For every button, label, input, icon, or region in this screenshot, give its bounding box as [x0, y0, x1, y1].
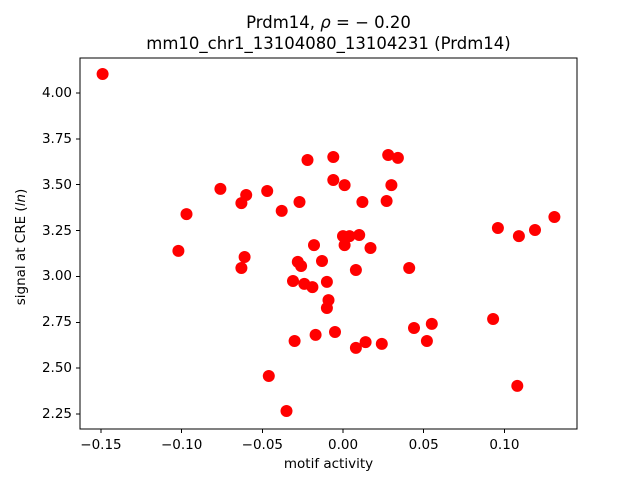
data-point	[238, 251, 251, 263]
data-point	[275, 204, 288, 217]
data-point	[316, 255, 328, 267]
y-tick-label: 2.75	[41, 314, 72, 331]
data-point	[240, 189, 253, 201]
data-point	[293, 196, 306, 208]
data-point	[511, 379, 524, 392]
data-point	[512, 230, 525, 243]
data-point	[327, 174, 340, 186]
data-point	[308, 239, 320, 252]
x-tick-label: −0.15	[80, 437, 122, 453]
y-tick-label: 3.25	[41, 222, 72, 239]
y-tick-label: 3.50	[41, 176, 72, 193]
y-axis-label-suffix: )	[13, 188, 29, 194]
y-axis-label-ln: ln	[13, 193, 29, 207]
data-point	[262, 370, 275, 382]
data-point	[375, 337, 388, 350]
data-point	[214, 182, 227, 195]
data-point	[288, 335, 301, 347]
data-point	[180, 208, 193, 221]
data-point	[420, 335, 433, 347]
data-point	[261, 185, 274, 197]
data-point	[327, 151, 340, 163]
y-tick-label: 3.00	[41, 268, 72, 285]
data-point	[338, 239, 351, 252]
axes-frame	[79, 57, 578, 430]
data-point	[353, 229, 366, 241]
data-point	[306, 281, 319, 294]
data-point	[529, 224, 541, 236]
chart-subtitle: mm10_chr1_13104080_13104231 (Prdm14)	[146, 34, 511, 53]
chart-title-line1: Prdm14, ρ = − 0.20	[80, 12, 577, 33]
data-point	[343, 230, 356, 243]
y-tick-label: 4.00	[41, 85, 72, 102]
y-axis-label-prefix: signal at CRE (	[13, 206, 29, 306]
data-point	[382, 149, 395, 161]
data-point	[320, 302, 333, 314]
y-tick-label: 2.25	[41, 405, 72, 422]
title-correlation-value: = − 0.20	[330, 13, 411, 32]
data-point	[287, 275, 299, 287]
title-prefix: Prdm14,	[246, 13, 321, 32]
data-point	[329, 326, 341, 338]
x-tick-label: −0.05	[241, 437, 284, 453]
data-point	[349, 341, 362, 354]
data-point	[408, 322, 420, 334]
data-point	[338, 179, 351, 192]
data-point	[301, 154, 314, 166]
data-point	[356, 196, 369, 208]
data-point	[309, 328, 322, 341]
x-tick-label: 0.00	[327, 437, 359, 453]
y-tick-label: 3.75	[41, 130, 72, 147]
data-point	[349, 264, 362, 276]
chart-title: Prdm14, ρ = − 0.20 mm10_chr1_13104080_13…	[80, 12, 577, 54]
x-tick-label: −0.10	[160, 437, 203, 453]
data-point	[172, 244, 185, 257]
data-point	[391, 151, 404, 164]
data-point	[385, 179, 398, 192]
y-tick-label: 2.50	[41, 360, 72, 377]
data-point	[425, 317, 438, 330]
data-point	[295, 260, 308, 272]
data-point	[96, 68, 109, 80]
data-point	[548, 211, 561, 223]
data-point	[380, 195, 393, 207]
x-axis-label: motif activity	[283, 456, 374, 472]
data-point	[487, 313, 500, 325]
data-point	[491, 222, 504, 234]
x-tick-label: 0.10	[489, 437, 520, 453]
data-point	[320, 275, 333, 288]
title-rho-symbol: ρ	[320, 13, 331, 32]
data-point	[403, 262, 416, 274]
data-point	[235, 262, 248, 274]
x-tick-label: 0.05	[408, 437, 439, 453]
data-point	[359, 336, 372, 349]
data-point	[364, 242, 377, 254]
data-point	[280, 405, 293, 417]
